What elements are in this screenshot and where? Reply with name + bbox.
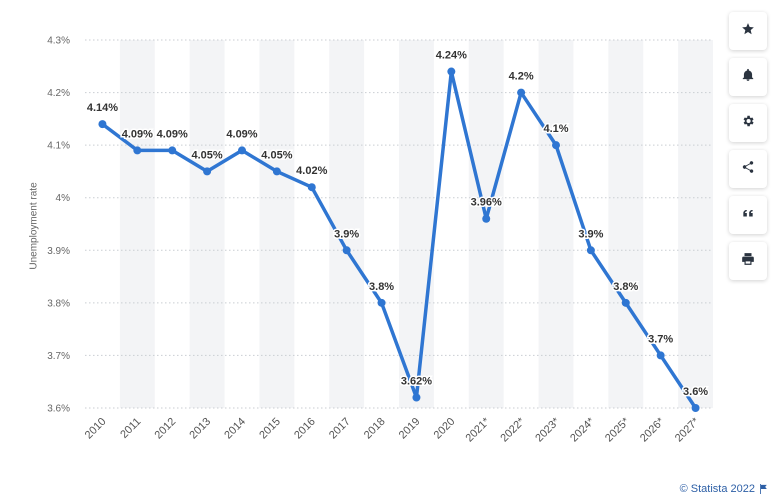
data-point (238, 146, 246, 155)
x-tick-label: 2025* (603, 415, 632, 444)
data-label: 3.96% (471, 197, 502, 209)
data-label: 3.9% (578, 228, 603, 240)
data-label: 4.09% (226, 128, 257, 140)
quote-icon (741, 206, 755, 225)
data-point (552, 141, 560, 150)
column-band (259, 40, 295, 408)
y-tick-label: 4% (56, 193, 71, 204)
column-band (678, 40, 713, 408)
line-chart: 3.6% 3.7% 3.8% 3.9% 4% 4.1% 4.2% 4.3% 2010 2011 20… (47, 36, 713, 444)
y-tick-label: 4.3% (47, 36, 70, 47)
data-label: 3.8% (613, 281, 638, 293)
data-label: 4.05% (192, 149, 223, 161)
x-tick-label: 2019 (397, 416, 423, 442)
series-line (100, 69, 698, 410)
x-tick-label: 2027* (673, 415, 702, 444)
x-tick-label: 2017 (327, 416, 353, 442)
y-axis-label: Unemployment rate (28, 182, 40, 270)
share-button[interactable] (729, 150, 767, 188)
data-point (377, 298, 386, 307)
data-point (272, 167, 281, 176)
y-tick-label: 3.9% (47, 246, 70, 257)
data-point (447, 67, 456, 76)
x-tick-label: 2018 (362, 416, 388, 442)
data-label: 4.14% (87, 102, 118, 114)
x-tick-label: 2024* (568, 415, 597, 444)
data-point (133, 146, 142, 155)
data-point (656, 351, 665, 360)
gear-icon (741, 114, 755, 133)
data-label: 4.1% (543, 123, 568, 135)
data-point (621, 298, 630, 307)
x-tick-label: 2015 (257, 416, 283, 442)
column-band (399, 40, 434, 408)
settings-button[interactable] (729, 104, 767, 142)
y-tick-label: 4.1% (47, 141, 70, 152)
data-point (342, 246, 351, 255)
data-point (98, 120, 107, 129)
x-tick-label: 2013 (187, 416, 213, 442)
x-tick-label: 2016 (292, 416, 318, 442)
data-point (586, 246, 595, 255)
x-tick-label: 2011 (118, 416, 143, 441)
column-band (608, 40, 644, 408)
column-band (538, 40, 574, 408)
column-band (329, 40, 365, 408)
data-label: 4.05% (261, 149, 292, 161)
y-tick-label: 4.2% (47, 88, 70, 99)
column-band (468, 40, 504, 408)
column-band (189, 40, 225, 408)
star-icon (741, 22, 755, 41)
data-label: 3.62% (401, 375, 432, 387)
data-label: 4.2% (509, 71, 534, 83)
print-button[interactable] (729, 242, 767, 280)
chart-area: 3.6% 3.7% 3.8% 3.9% 4% 4.1% 4.2% 4.3% 2010 2011 20… (28, 36, 713, 444)
x-tick-label: 2022* (498, 415, 527, 444)
column-band (119, 40, 155, 408)
data-point (412, 393, 421, 402)
sidebar-toolbar (729, 12, 767, 288)
data-label: 4.24% (436, 50, 467, 62)
credit-text: © Statista 2022 (679, 483, 755, 495)
x-tick-label: 2026* (638, 415, 667, 444)
x-tick-label: 2021* (464, 415, 493, 444)
print-icon (741, 252, 755, 271)
favorite-button[interactable] (729, 12, 767, 50)
data-label: 3.9% (334, 228, 359, 240)
x-tick-label: 2010 (83, 416, 109, 442)
data-label: 3.8% (369, 281, 394, 293)
data-point (307, 183, 316, 192)
data-label: 4.09% (122, 128, 153, 140)
data-label: 3.7% (648, 333, 673, 345)
data-label: 4.02% (296, 165, 327, 177)
notification-button[interactable] (729, 58, 767, 96)
data-label: 4.09% (157, 128, 188, 140)
y-tick-label: 3.6% (47, 404, 70, 415)
y-tick-label: 3.7% (47, 351, 70, 362)
data-point (517, 88, 526, 97)
cite-button[interactable] (729, 196, 767, 234)
share-icon (741, 160, 755, 179)
data-label: 3.6% (683, 386, 708, 398)
x-tick-label: 2012 (153, 416, 179, 442)
bell-icon (741, 68, 755, 87)
flag-icon (759, 484, 768, 494)
x-tick-label: 2023* (533, 415, 562, 444)
x-tick-label: 2020 (432, 416, 458, 442)
y-tick-label: 3.8% (47, 298, 70, 309)
data-point (691, 404, 700, 412)
statista-credit[interactable]: © Statista 2022 (680, 483, 768, 495)
data-point (482, 214, 491, 223)
data-point (203, 167, 212, 176)
x-tick-label: 2014 (222, 416, 248, 442)
data-point (168, 146, 177, 155)
